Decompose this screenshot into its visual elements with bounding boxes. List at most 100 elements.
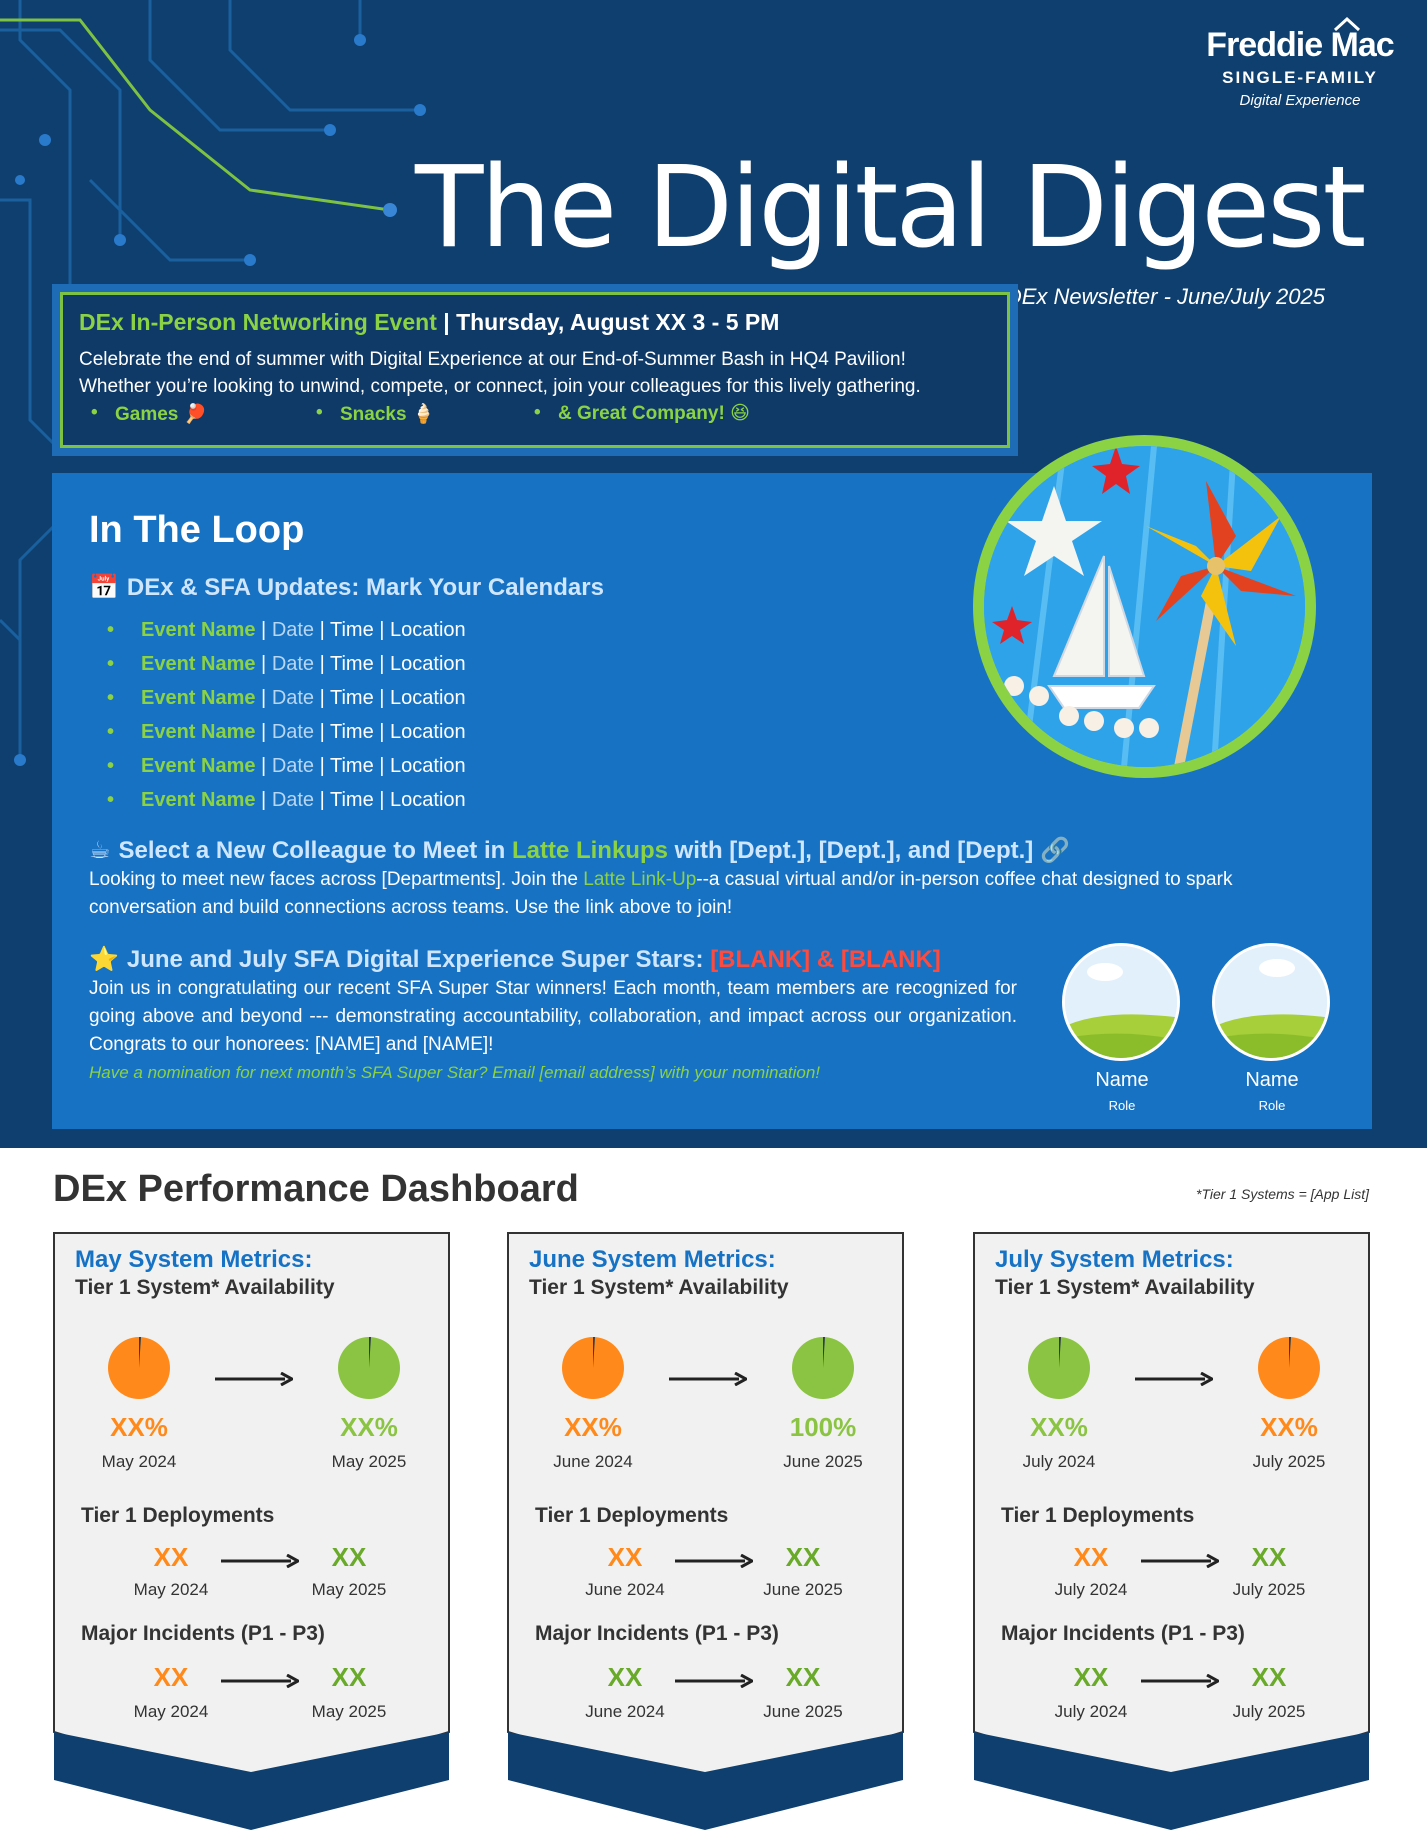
event-row-name: Event Name (141, 755, 256, 777)
availability-to-pct: 100% (789, 1412, 857, 1442)
event-row: Event Name | Date | Time | Location (107, 681, 466, 715)
superstars-heading: ⭐ June and July SFA Digital Experience Su… (89, 945, 941, 974)
roof-icon (1333, 16, 1361, 32)
incidents-label: Major Incidents (P1 - P3) (535, 1622, 779, 1645)
tier-note: *Tier 1 Systems = [App List] (1196, 1186, 1369, 1202)
logo-brand: Freddie Mac (1206, 26, 1394, 64)
incidents-from: XX (153, 1662, 189, 1692)
event-row-time: Time (330, 687, 374, 709)
event-row: Event Name | Date | Time | Location (107, 783, 466, 817)
metrics-card: July System Metrics: Tier 1 System* Avai… (973, 1232, 1370, 1830)
updates-heading-text: DEx & SFA Updates: Mark Your Calendars (126, 574, 604, 601)
availability-to-label: July 2025 (1252, 1452, 1326, 1471)
event-row-date: Date (271, 721, 315, 743)
card-shape (973, 1232, 1370, 1830)
event-row-location: Location (390, 653, 466, 675)
availability-label: Tier 1 System* Availability (529, 1276, 789, 1299)
dashboard-title: DEx Performance Dashboard (53, 1168, 579, 1210)
incidents-label: Major Incidents (P1 - P3) (81, 1622, 325, 1645)
incidents-to: XX (331, 1662, 367, 1692)
arrow-icon (669, 1371, 750, 1391)
event-row-name: Event Name (141, 687, 256, 709)
availability-label: Tier 1 System* Availability (995, 1276, 1255, 1299)
event-row-location: Location (390, 619, 466, 641)
event-row-date: Date (271, 755, 315, 777)
event-row-location: Location (390, 789, 466, 811)
event-row: Event Name | Date | Time | Location (107, 715, 466, 749)
availability-from-pct: XX% (564, 1412, 622, 1442)
deployments-from: XX (607, 1542, 643, 1572)
calendar-icon: 📅 (89, 574, 119, 601)
superstar-name: Name (1095, 1069, 1149, 1091)
superstars-body: Join us in congratulating our recent SFA… (89, 978, 1017, 1055)
superstars-blank: [BLANK] & [BLANK] (710, 946, 941, 973)
superstar-role: Role (1108, 1098, 1136, 1113)
event-bullet: Snacks 🍦 (304, 402, 522, 426)
availability-from-label: July 2024 (1022, 1452, 1096, 1471)
deployments-from-label: June 2024 (585, 1580, 665, 1599)
loop-title: In The Loop (89, 509, 305, 551)
event-row-time: Time (330, 755, 374, 777)
availability-from-pie (1027, 1336, 1091, 1400)
incidents-from-label: July 2024 (1054, 1702, 1128, 1721)
superstar-name: Name (1245, 1069, 1299, 1091)
event-row-time: Time (330, 619, 374, 641)
deployments-from: XX (1073, 1542, 1109, 1572)
event-line-2: Whether you’re looking to unwind, compet… (79, 376, 921, 397)
card-title: July System Metrics: (995, 1246, 1234, 1273)
superstar-card: Name Role (1212, 943, 1332, 1113)
deployments-to: XX (331, 1542, 367, 1572)
availability-from-pct: XX% (1030, 1412, 1088, 1442)
avatar (1062, 943, 1180, 1061)
availability-to-pct: XX% (1260, 1412, 1318, 1442)
latte-link-up-link[interactable]: Latte Link-Up (583, 869, 697, 890)
arrow-icon (1141, 1553, 1222, 1573)
incidents-from: XX (607, 1662, 643, 1692)
latte-body-post: --a casual virtual and/or in-person coff… (89, 869, 1233, 918)
card-title: May System Metrics: (75, 1246, 313, 1273)
event-bullets: Games 🏓 Snacks 🍦 & Great Company! 😆 (79, 402, 991, 426)
link-icon[interactable]: 🔗 (1039, 837, 1070, 864)
availability-from-label: May 2024 (101, 1452, 177, 1471)
event-row-name: Event Name (141, 653, 256, 675)
availability-to-pie (791, 1336, 855, 1400)
latte-heading-pre: Select a New Colleague to Meet in (118, 837, 512, 864)
deployments-from-label: July 2024 (1054, 1580, 1128, 1599)
event-row: Event Name | Date | Time | Location (107, 647, 466, 681)
metrics-card: June System Metrics: Tier 1 System* Avai… (507, 1232, 904, 1830)
incidents-to-label: July 2025 (1232, 1702, 1306, 1721)
deployments-to: XX (1251, 1542, 1287, 1572)
event-separator: | (436, 309, 457, 335)
star-icon: ⭐ (89, 946, 119, 973)
arrow-icon (1135, 1371, 1216, 1391)
event-box: DEx In-Person Networking Event | Thursda… (52, 284, 1018, 456)
availability-from-pct: XX% (110, 1412, 168, 1442)
updates-heading: 📅 DEx & SFA Updates: Mark Your Calendars (89, 573, 604, 602)
summer-photo (973, 435, 1316, 778)
coffee-icon: ☕ (89, 837, 111, 864)
nomination-note: Have a nomination for next month’s SFA S… (89, 1063, 821, 1082)
page-title: The Digital Digest (415, 143, 1366, 273)
deployments-label: Tier 1 Deployments (81, 1504, 275, 1527)
metrics-card: May System Metrics: Tier 1 System* Avail… (53, 1232, 450, 1830)
superstar-card: Name Role (1062, 943, 1182, 1113)
latte-heading-post: with [Dept.], [Dept.], and [Dept.] (667, 837, 1034, 864)
event-row-time: Time (330, 721, 374, 743)
event-line-1: Celebrate the end of summer with Digital… (79, 349, 906, 370)
freddie-mac-logo: Freddie Mac SINGLE-FAMILY Digital Experi… (1195, 16, 1405, 109)
incidents-from-label: June 2024 (585, 1702, 665, 1721)
arrow-icon (221, 1553, 302, 1573)
availability-from-pie (561, 1336, 625, 1400)
deployments-label: Tier 1 Deployments (1001, 1504, 1195, 1527)
latte-body-pre: Looking to meet new faces across [Depart… (89, 869, 584, 890)
issue-label: DEx Newsletter - June/July 2025 (1005, 284, 1325, 309)
latte-linkups-link[interactable]: Latte Linkups (511, 837, 668, 864)
events-list: Event Name | Date | Time | LocationEvent… (107, 613, 466, 817)
event-row-date: Date (271, 687, 315, 709)
event-bullet: & Great Company! 😆 (522, 402, 750, 426)
logo-unit: Digital Experience (1239, 92, 1361, 109)
latte-body: Looking to meet new faces across [Depart… (89, 866, 1329, 922)
incidents-to: XX (785, 1662, 821, 1692)
logo-division: SINGLE-FAMILY (1222, 68, 1378, 87)
incidents-to-label: June 2025 (763, 1702, 843, 1721)
